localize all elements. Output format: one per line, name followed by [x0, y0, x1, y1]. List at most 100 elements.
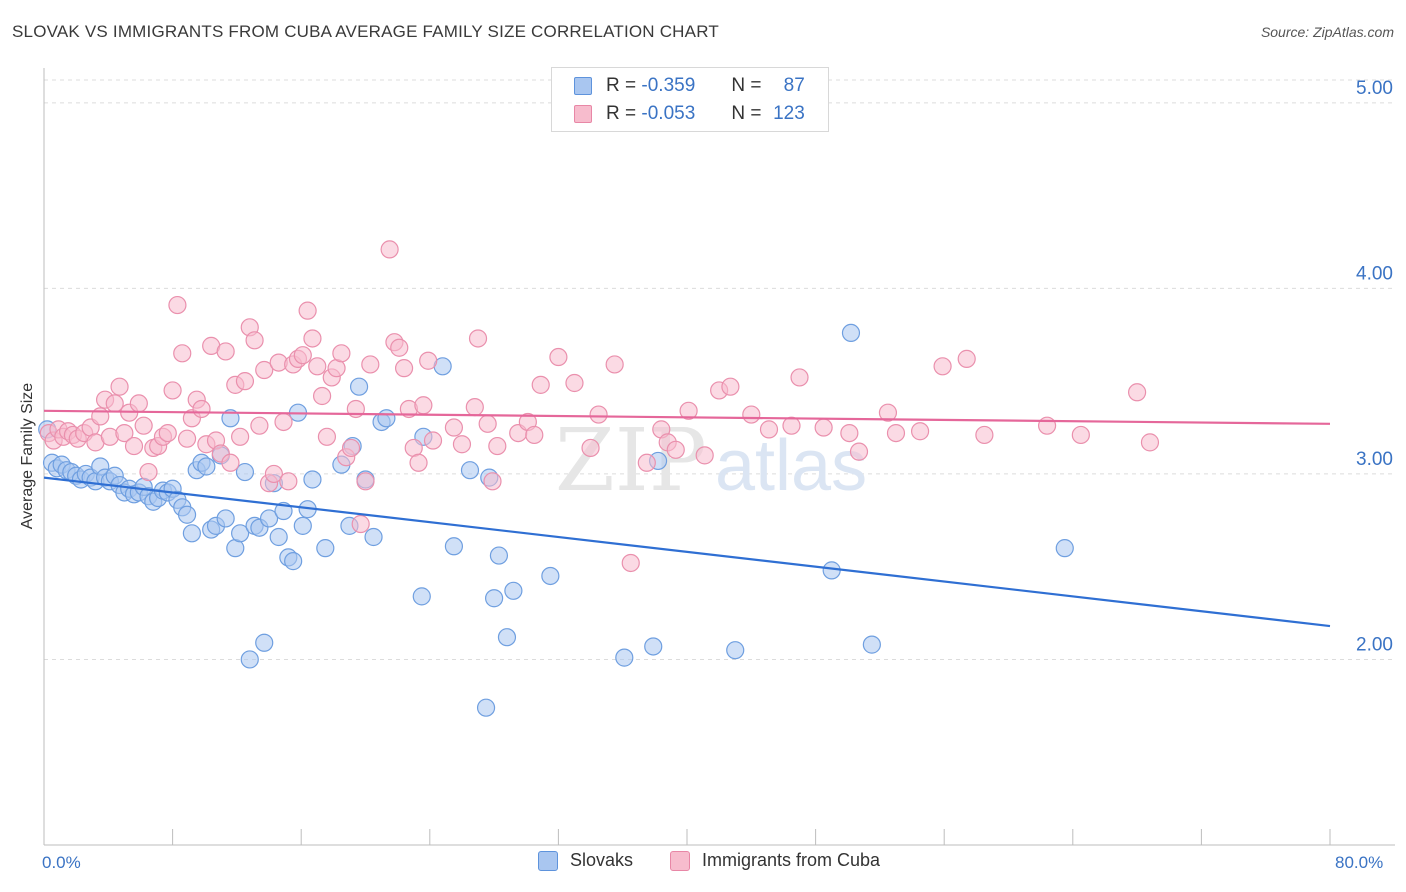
cuba-point	[115, 423, 134, 443]
slovak-point	[541, 566, 560, 586]
cuba-point	[878, 403, 898, 422]
slovak-point	[497, 628, 517, 647]
chart-title: SLOVAK VS IMMIGRANTS FROM CUBA AVERAGE F…	[12, 22, 719, 41]
legend-n-value: 87	[783, 75, 805, 96]
slovak-point	[259, 509, 279, 528]
cuba-trend-line	[43, 409, 1331, 425]
slovak-point	[303, 470, 322, 489]
y-tick-labels: 2.00 3.00 4.00 5.00	[1356, 78, 1393, 656]
cuba-point	[409, 453, 428, 472]
cuba-point	[525, 425, 544, 445]
slovak-point	[293, 516, 312, 535]
slovak-point	[841, 323, 861, 343]
slovak-point	[504, 581, 523, 600]
slovak-point	[235, 462, 255, 482]
cuba-point	[605, 355, 624, 374]
cuba-point	[235, 372, 255, 391]
cuba-point	[134, 416, 153, 435]
cuba-point	[105, 394, 124, 413]
cuba-point	[361, 355, 380, 374]
bottom-legend-slovaks: Slovaks	[538, 850, 633, 871]
cuba-point	[483, 472, 502, 491]
cuba-point	[531, 375, 550, 394]
slovak-point	[316, 539, 335, 558]
cuba-point	[849, 442, 869, 461]
legend-swatch-slovaks	[574, 77, 592, 95]
cuba-point	[356, 472, 375, 491]
cuba-point	[465, 398, 484, 417]
cuba-point	[679, 401, 698, 420]
slovak-point	[485, 589, 504, 608]
cuba-point	[380, 240, 399, 259]
cuba-point	[308, 357, 327, 376]
bottom-legend-label-slovaks: Slovaks	[570, 850, 634, 870]
cuba-point	[589, 405, 608, 424]
bottom-legend-swatch-slovaks	[538, 850, 558, 871]
y-axis-label: Average Family Size	[19, 382, 36, 530]
legend-r-label: R =	[606, 75, 637, 96]
cuba-point	[759, 420, 779, 439]
cuba-point	[488, 436, 507, 456]
slovak-point	[269, 527, 288, 547]
cuba-point	[303, 329, 322, 348]
cuba-point	[317, 427, 337, 446]
y-tick-label: 2.00	[1356, 634, 1393, 655]
legend-n-label: N =	[731, 75, 762, 96]
cuba-point	[419, 351, 438, 370]
legend-r-label: R =	[606, 103, 637, 124]
cuba-point	[351, 514, 370, 534]
slovak-point	[349, 377, 369, 396]
cuba-point	[721, 377, 740, 396]
cuba-point	[840, 423, 859, 443]
cuba-point	[414, 396, 433, 415]
cuba-point	[255, 360, 274, 380]
slovak-point	[177, 505, 197, 524]
slovak-point	[412, 587, 431, 606]
slovak-point	[231, 524, 250, 543]
slovak-point	[197, 457, 216, 476]
x-tick-label-min: 0.0%	[42, 853, 81, 872]
cuba-point	[637, 453, 656, 472]
cuba-point	[782, 416, 801, 435]
legend-n-label: N =	[731, 103, 762, 124]
watermark: ZIP atlas	[555, 411, 867, 511]
x-tick-label-max: 80.0%	[1335, 853, 1384, 872]
cuba-point	[264, 464, 283, 484]
cuba-point	[452, 435, 472, 454]
cuba-point	[312, 386, 332, 406]
cuba-point	[886, 423, 906, 443]
cuba-point	[293, 346, 312, 365]
cuba-point	[110, 377, 129, 396]
cuba-point	[250, 416, 269, 435]
cuba-point	[423, 431, 443, 450]
slovak-point	[822, 561, 841, 580]
legend-r-value: -0.359	[641, 75, 696, 96]
slovak-point	[444, 537, 464, 556]
cuba-point	[394, 359, 414, 378]
cuba-point	[129, 394, 148, 413]
y-tick-label: 4.00	[1356, 263, 1393, 284]
axes	[43, 68, 1395, 846]
slovak-point	[862, 635, 881, 654]
cuba-point	[814, 418, 833, 437]
slovak-point	[377, 409, 396, 428]
cuba-point	[565, 373, 584, 393]
slovak-point	[221, 409, 240, 428]
slovak-point	[255, 633, 274, 652]
cuba-point	[163, 381, 182, 400]
cuba-point	[933, 357, 952, 376]
legend-r-value: -0.053	[641, 103, 696, 124]
bottom-legend-label-cuba: Immigrants from Cuba	[702, 850, 881, 870]
cuba-point	[279, 472, 298, 491]
points	[38, 240, 1160, 717]
cuba-point	[957, 349, 976, 368]
slovak-point	[182, 524, 201, 543]
y-tick-label: 5.00	[1356, 78, 1393, 99]
cuba-point	[549, 347, 568, 367]
legend-row-cuba: R = -0.053 N = 123	[574, 102, 805, 126]
cuba-point	[341, 438, 361, 458]
cuba-point	[231, 427, 250, 446]
cuba-point	[332, 344, 351, 363]
slovak-point	[1055, 539, 1074, 558]
cuba-point	[390, 338, 409, 357]
